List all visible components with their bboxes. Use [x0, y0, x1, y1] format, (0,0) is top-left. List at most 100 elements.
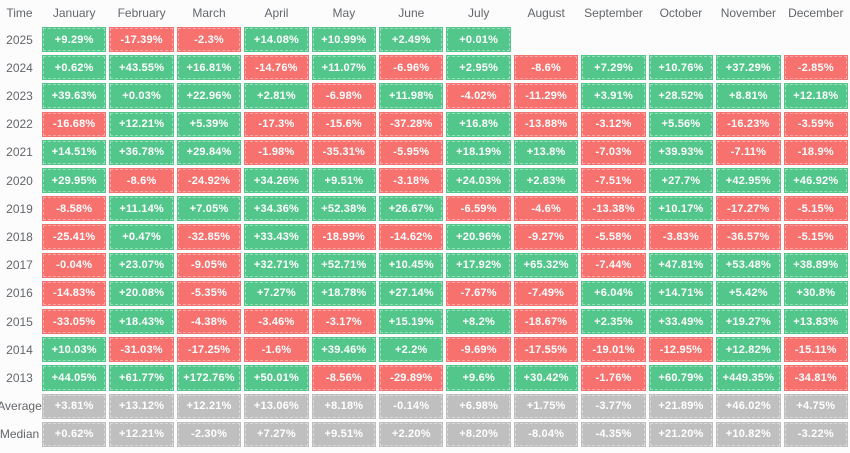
return-cell-2016-june: +27.14% — [379, 280, 444, 306]
row-label-median: Median — [0, 427, 40, 442]
return-cell-2022-january: -16.68% — [42, 111, 107, 137]
return-cell-2019-may: +52.38% — [311, 196, 377, 222]
return-cell-2015-november: +19.27% — [716, 309, 781, 335]
return-cell-2021-june: -5.95% — [379, 139, 444, 165]
return-cell-2017-september: -7.44% — [581, 252, 646, 278]
return-cell-2023-may: -6.98% — [311, 83, 377, 109]
month-header-march: March — [192, 6, 226, 20]
return-cell-2019-march: +7.05% — [176, 196, 242, 222]
return-cell-2022-september: -3.12% — [581, 111, 646, 137]
return-cell-2014-december: -15.11% — [783, 337, 848, 363]
return-cell-2018-april: +33.43% — [244, 224, 309, 250]
row-label-2022: 2022 — [6, 117, 33, 132]
return-cell-2015-august: -18.67% — [513, 309, 579, 335]
return-cell-2014-february: -31.03% — [109, 337, 174, 363]
return-cell-median-february: +12.21% — [109, 421, 174, 447]
time-column-header: Time — [6, 6, 33, 20]
month-header-september: September — [584, 6, 643, 20]
return-cell-2014-july: -9.69% — [446, 337, 511, 363]
return-cell-2022-august: -13.88% — [513, 111, 579, 137]
return-cell-2019-october: +10.17% — [648, 196, 714, 222]
return-cell-2020-october: +27.7% — [648, 168, 714, 194]
row-label-2015: 2015 — [6, 314, 33, 329]
return-cell-2020-january: +29.95% — [42, 168, 107, 194]
return-cell-2014-may: +39.46% — [311, 337, 377, 363]
return-cell-2014-august: -17.55% — [513, 337, 579, 363]
return-cell-2019-august: -4.6% — [513, 196, 579, 222]
return-cell-2022-december: -3.59% — [783, 111, 848, 137]
row-label-2024: 2024 — [6, 60, 33, 75]
row-label-2020: 2020 — [6, 173, 33, 188]
return-cell-2024-february: +43.55% — [109, 55, 174, 81]
return-cell-2023-february: +0.03% — [109, 83, 174, 109]
return-cell-2017-january: -0.04% — [42, 252, 107, 278]
return-cell-2013-september: -1.76% — [581, 365, 646, 391]
return-cell-2019-february: +11.14% — [109, 196, 174, 222]
return-cell-2024-december: -2.85% — [783, 55, 848, 81]
return-cell-2023-july: -4.02% — [446, 83, 511, 109]
return-cell-2021-february: +36.78% — [109, 139, 174, 165]
return-cell-2024-november: +37.29% — [716, 55, 781, 81]
return-cell-2015-december: +13.83% — [783, 309, 848, 335]
return-cell-2017-august: +65.32% — [513, 252, 579, 278]
row-label-average: Average — [0, 399, 42, 414]
return-cell-2024-september: +7.29% — [581, 55, 646, 81]
return-cell-median-may: +9.51% — [311, 421, 377, 447]
empty-cell-2025-december — [784, 27, 848, 52]
return-cell-2015-april: -3.46% — [244, 309, 309, 335]
return-cell-2025-march: -2.3% — [176, 27, 242, 53]
return-cell-average-november: +46.02% — [716, 393, 781, 419]
row-label-2021: 2021 — [6, 145, 33, 160]
return-cell-2013-august: +30.42% — [513, 365, 579, 391]
return-cell-2018-september: -5.58% — [581, 224, 646, 250]
return-cell-2016-july: -7.67% — [446, 280, 511, 306]
return-cell-2025-january: +9.29% — [42, 27, 107, 53]
return-cell-2016-march: -5.35% — [176, 280, 242, 306]
return-cell-2025-february: -17.39% — [109, 27, 174, 53]
return-cell-median-august: -8.04% — [513, 421, 579, 447]
return-cell-2020-may: +9.51% — [311, 168, 377, 194]
return-cell-2021-september: -7.03% — [581, 139, 646, 165]
return-cell-2022-february: +12.21% — [109, 111, 174, 137]
return-cell-2023-september: +3.91% — [581, 83, 646, 109]
month-header-january: January — [52, 6, 96, 20]
return-cell-2014-june: +2.2% — [379, 337, 444, 363]
return-cell-2018-june: -14.62% — [379, 224, 444, 250]
return-cell-2021-march: +29.84% — [176, 139, 242, 165]
return-cell-2022-march: +5.39% — [176, 111, 242, 137]
return-cell-2022-april: -17.3% — [244, 111, 309, 137]
return-cell-2014-september: -19.01% — [581, 337, 646, 363]
return-cell-2022-june: -37.28% — [379, 111, 444, 137]
return-cell-average-december: +4.75% — [783, 393, 848, 419]
return-cell-2022-november: -16.23% — [716, 111, 781, 137]
return-cell-2018-october: -3.83% — [648, 224, 714, 250]
return-cell-2019-november: -17.27% — [716, 196, 781, 222]
return-cell-2022-may: -15.6% — [311, 111, 377, 137]
empty-cell-2025-september — [581, 27, 645, 52]
return-cell-average-october: +21.89% — [648, 393, 714, 419]
return-cell-2018-march: -32.85% — [176, 224, 242, 250]
return-cell-2014-january: +10.03% — [42, 337, 107, 363]
empty-cell-2025-november — [716, 27, 780, 52]
return-cell-2015-march: -4.38% — [176, 309, 242, 335]
return-cell-average-february: +13.12% — [109, 393, 174, 419]
return-cell-2015-june: +15.19% — [379, 309, 444, 335]
return-cell-2020-july: +24.03% — [446, 168, 511, 194]
return-cell-median-october: +21.20% — [648, 421, 714, 447]
return-cell-2019-july: -6.59% — [446, 196, 511, 222]
return-cell-2015-january: -33.05% — [42, 309, 107, 335]
return-cell-2025-may: +10.99% — [311, 27, 377, 53]
empty-cell-2025-august — [514, 27, 578, 52]
return-cell-2023-january: +39.63% — [42, 83, 107, 109]
return-cell-median-june: +2.20% — [379, 421, 444, 447]
return-cell-2020-march: -24.92% — [176, 168, 242, 194]
return-cell-2024-august: -8.6% — [513, 55, 579, 81]
return-cell-2021-october: +39.93% — [648, 139, 714, 165]
return-cell-median-january: +0.62% — [42, 421, 107, 447]
return-cell-2024-march: +16.81% — [176, 55, 242, 81]
return-cell-2021-august: +13.8% — [513, 139, 579, 165]
return-cell-average-january: +3.81% — [42, 393, 107, 419]
return-cell-2013-october: +60.79% — [648, 365, 714, 391]
return-cell-2014-october: -12.95% — [648, 337, 714, 363]
